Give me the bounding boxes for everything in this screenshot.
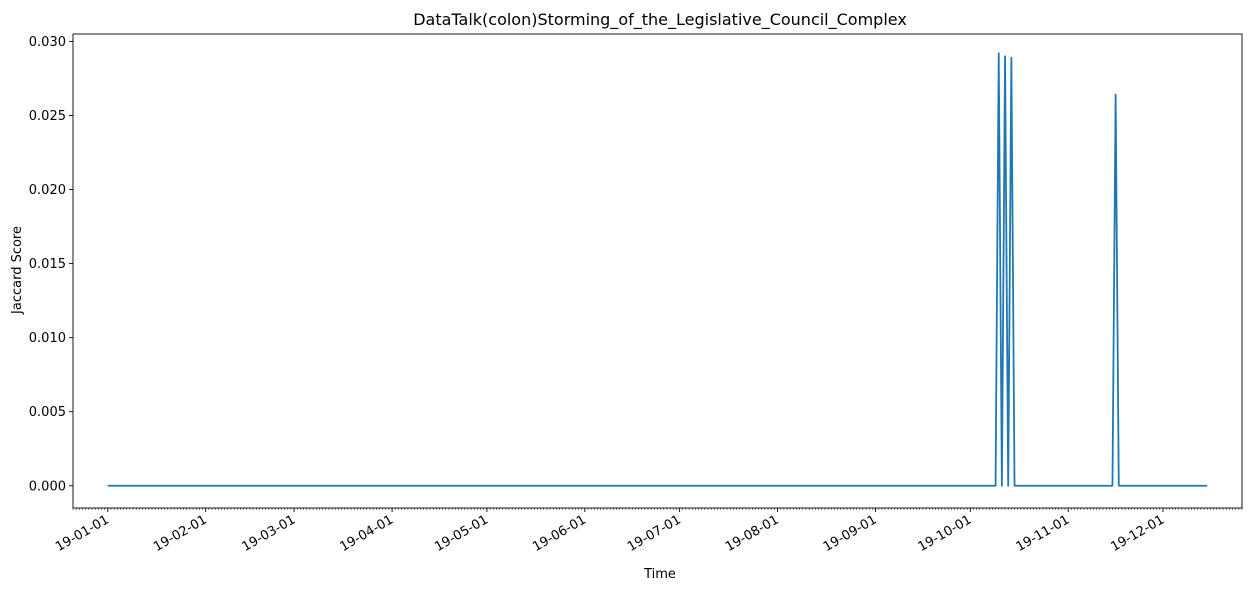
plot-frame <box>72 33 1243 509</box>
x-tick-label: 19-04-01 <box>337 512 396 554</box>
series-line <box>107 52 1208 487</box>
x-tick-label: 19-08-01 <box>723 512 782 554</box>
x-tick-label: 19-07-01 <box>625 512 684 554</box>
x-tick-label: 19-11-01 <box>1014 512 1073 554</box>
y-axis: 0.000 0.005 0.010 0.015 0.020 0.025 0.030 <box>29 35 73 494</box>
y-tick-label: 0.030 <box>29 35 66 50</box>
x-tick-label: 19-03-01 <box>240 512 299 554</box>
y-tick-label: 0.015 <box>29 257 66 272</box>
x-axis: 19-01-01 19-02-01 19-03-01 19-04-01 19-05-01… <box>53 508 1243 555</box>
x-tick-label: 19-10-01 <box>916 512 975 554</box>
y-axis-label: Jaccard Score <box>10 226 25 315</box>
plot-border <box>72 33 1243 509</box>
x-tick-label: 19-01-01 <box>53 512 112 554</box>
x-tick-label: 19-02-01 <box>151 512 210 554</box>
y-tick-label: 0.000 <box>29 479 66 494</box>
chart-title: DataTalk(colon)Storming_of_the_Legislati… <box>413 10 907 30</box>
x-tick-label: 19-12-01 <box>1108 512 1167 554</box>
x-tick-label: 19-06-01 <box>530 512 589 554</box>
x-tick-label: 19-05-01 <box>432 512 491 554</box>
x-tick-label: 19-09-01 <box>821 512 880 554</box>
y-tick-label: 0.025 <box>29 109 66 124</box>
y-tick-label: 0.005 <box>29 405 66 420</box>
y-tick-label: 0.020 <box>29 183 66 198</box>
series-layer <box>107 52 1208 487</box>
y-tick-label: 0.010 <box>29 331 66 346</box>
x-axis-label: Time <box>643 567 676 582</box>
